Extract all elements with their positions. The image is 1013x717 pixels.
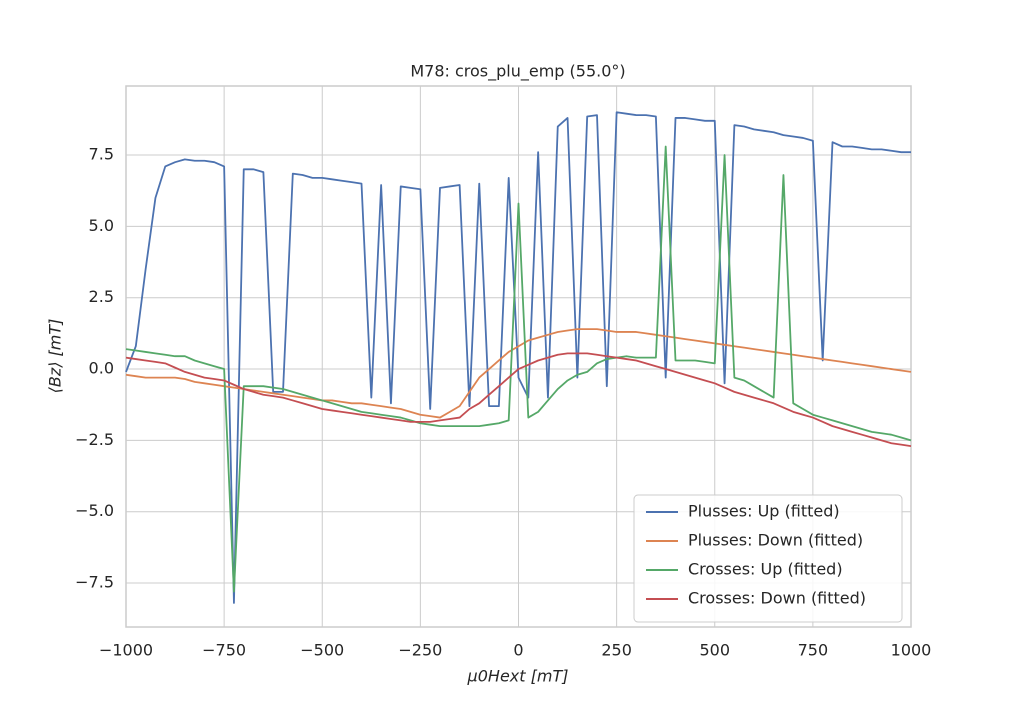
y-tick-label: −5.0 (75, 501, 114, 520)
legend-box (633, 494, 903, 623)
x-tick-label: 1000 (891, 641, 932, 660)
x-tick-label: −750 (202, 641, 246, 660)
y-axis-label: ⟨Bz⟩ [mT] (46, 319, 65, 394)
series-line (125, 145, 912, 593)
x-tick-label: −500 (300, 641, 344, 660)
x-tick-label: 750 (798, 641, 829, 660)
y-tick-label: 7.5 (89, 145, 114, 164)
y-tick-label: 5.0 (89, 216, 114, 235)
plot-frame (125, 85, 912, 628)
legend: Plusses: Up (fitted) Plusses: Down (fitte… (633, 494, 903, 623)
chart-title: M78: cros_plu_emp (55.0°) (410, 62, 625, 82)
series-line (125, 328, 912, 419)
y-tick-label: −7.5 (75, 573, 114, 592)
x-axis-label: μ0Hext [mT] (467, 667, 569, 686)
y-tick-label: 0.0 (89, 359, 114, 378)
x-tick-label: −250 (398, 641, 442, 660)
y-tick-label: −2.5 (75, 430, 114, 449)
legend-label: Crosses: Up (fitted) (688, 560, 843, 579)
x-tick-label: 250 (601, 641, 632, 660)
y-tick-label: 2.5 (89, 287, 114, 306)
series-line (125, 111, 911, 604)
legend-label: Plusses: Up (fitted) (688, 502, 840, 521)
x-tick-label: 500 (699, 641, 730, 660)
legend-label: Crosses: Down (fitted) (688, 589, 866, 608)
legend-label: Plusses: Down (fitted) (688, 531, 863, 550)
x-tick-label: 0 (513, 641, 523, 660)
series-line (125, 352, 912, 447)
x-tick-label: −1000 (99, 641, 153, 660)
